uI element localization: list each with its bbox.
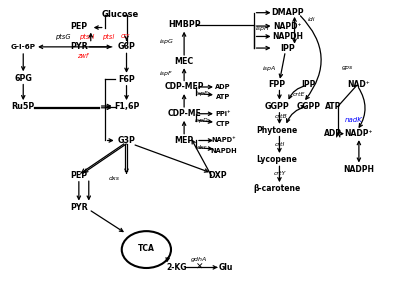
Text: FPP: FPP xyxy=(268,80,285,89)
Text: ADP: ADP xyxy=(324,129,342,138)
Text: NAPD⁺: NAPD⁺ xyxy=(273,22,302,31)
Text: Lycopene: Lycopene xyxy=(256,155,297,164)
Text: ATP: ATP xyxy=(216,94,230,100)
Text: HMBPP: HMBPP xyxy=(168,20,200,29)
Text: GGPP: GGPP xyxy=(296,101,320,110)
Text: NAPDH: NAPDH xyxy=(272,32,303,41)
Text: ✕: ✕ xyxy=(196,262,204,272)
Text: crtE: crtE xyxy=(293,92,306,97)
Text: ADP: ADP xyxy=(215,84,230,90)
Text: β-carotene: β-carotene xyxy=(253,184,300,193)
Text: PYR: PYR xyxy=(70,42,88,51)
Text: ispF: ispF xyxy=(160,71,172,76)
Text: MEP: MEP xyxy=(174,136,194,145)
Text: ptsG: ptsG xyxy=(55,33,71,40)
Text: crtY: crtY xyxy=(273,171,286,176)
Text: TCA: TCA xyxy=(138,244,155,253)
Text: PEP: PEP xyxy=(70,22,88,31)
Text: idi: idi xyxy=(308,17,316,22)
Text: MEC: MEC xyxy=(174,57,194,66)
Text: nadK: nadK xyxy=(345,117,363,123)
Text: ispE: ispE xyxy=(196,91,208,96)
Text: Glucose: Glucose xyxy=(102,10,139,19)
Text: F1,6P: F1,6P xyxy=(114,102,139,111)
Text: CTP: CTP xyxy=(215,121,230,127)
Text: ispD: ispD xyxy=(195,118,209,123)
Text: ptsl: ptsl xyxy=(102,33,114,40)
Text: ispG: ispG xyxy=(159,39,173,44)
Text: crr: crr xyxy=(121,34,130,40)
Text: ispA: ispA xyxy=(263,66,276,71)
Text: CDP-ME: CDP-ME xyxy=(167,109,201,118)
Text: gps: gps xyxy=(341,65,352,70)
Text: crtB: crtB xyxy=(275,114,288,119)
Text: IPP: IPP xyxy=(301,80,316,89)
Text: ptsH: ptsH xyxy=(79,33,94,40)
FancyArrowPatch shape xyxy=(300,16,321,99)
Text: G6P: G6P xyxy=(118,42,136,51)
Text: NADP⁺: NADP⁺ xyxy=(345,129,373,138)
Text: DMAPP: DMAPP xyxy=(271,8,304,17)
Text: gdhA: gdhA xyxy=(191,257,207,262)
Text: NAD⁺: NAD⁺ xyxy=(348,80,370,88)
FancyArrowPatch shape xyxy=(289,86,306,99)
FancyArrowPatch shape xyxy=(358,88,365,127)
Text: F6P: F6P xyxy=(118,75,135,84)
Text: PEP: PEP xyxy=(70,171,88,180)
Text: 6PG: 6PG xyxy=(14,74,32,82)
Text: GGPP: GGPP xyxy=(264,101,289,110)
Text: G3P: G3P xyxy=(118,136,136,145)
Text: dxr: dxr xyxy=(197,146,207,150)
Text: CDP-MEP: CDP-MEP xyxy=(164,82,204,91)
Text: Phytoene: Phytoene xyxy=(256,126,297,135)
Text: crtI: crtI xyxy=(274,142,285,147)
Text: zwf: zwf xyxy=(77,53,88,59)
Text: G-I-6P: G-I-6P xyxy=(11,44,36,50)
Text: Glu: Glu xyxy=(219,263,233,272)
Text: ATP: ATP xyxy=(325,101,341,110)
Text: PPi⁺: PPi⁺ xyxy=(215,111,230,117)
Text: PYR: PYR xyxy=(70,203,88,212)
Text: dxs: dxs xyxy=(109,176,120,181)
Text: IPP: IPP xyxy=(280,44,295,52)
Text: NAPD⁺: NAPD⁺ xyxy=(212,137,236,143)
FancyArrowPatch shape xyxy=(286,106,306,122)
Text: DXP: DXP xyxy=(208,171,227,180)
Text: ispH: ispH xyxy=(256,26,270,31)
Text: NAPDH: NAPDH xyxy=(210,148,237,154)
Text: 2-KG: 2-KG xyxy=(166,263,186,272)
Text: Ru5P: Ru5P xyxy=(12,102,35,111)
Text: NADPH: NADPH xyxy=(343,165,374,174)
